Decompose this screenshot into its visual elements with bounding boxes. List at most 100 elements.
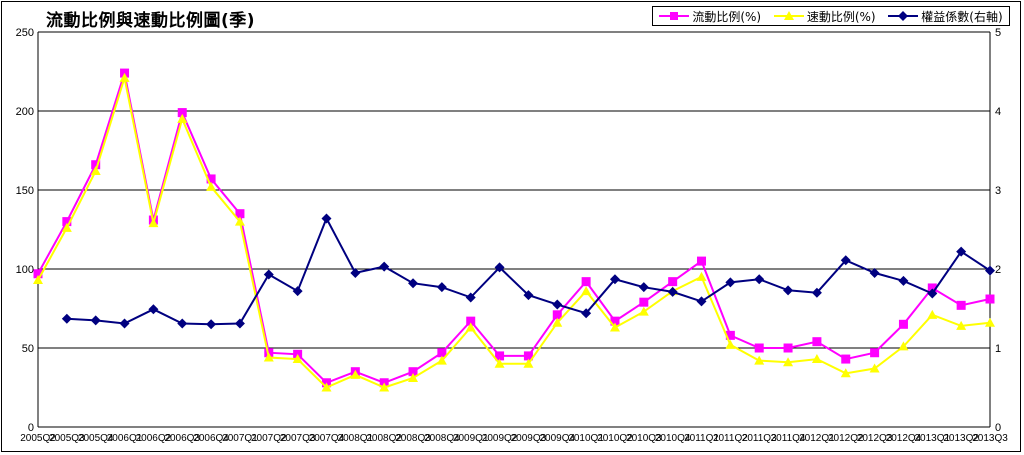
data-point-triangle bbox=[898, 341, 909, 351]
x-tick-label: 2008Q2 bbox=[366, 433, 402, 444]
data-point-diamond bbox=[696, 296, 707, 307]
legend-item-current-ratio: 流動比例(%) bbox=[659, 8, 761, 25]
x-tick-label: 2007Q3 bbox=[280, 433, 316, 444]
data-point-diamond bbox=[148, 304, 159, 315]
data-point-triangle bbox=[148, 218, 159, 228]
data-point-triangle bbox=[61, 222, 72, 232]
legend-swatch-quick-ratio bbox=[773, 11, 804, 20]
data-point-diamond bbox=[609, 274, 620, 285]
x-tick-label: 2006Q4 bbox=[193, 433, 229, 444]
data-point-diamond bbox=[379, 261, 390, 272]
legend-swatch-equity-multiplier bbox=[888, 11, 919, 21]
x-tick-label: 2012Q1 bbox=[799, 433, 835, 444]
x-tick-label: 2012Q3 bbox=[857, 433, 893, 444]
data-point-triangle bbox=[33, 275, 43, 285]
x-tick-label: 2009Q1 bbox=[453, 433, 489, 444]
y-tick-label-left: 0 bbox=[28, 422, 34, 434]
x-tick-label: 2010Q3 bbox=[626, 433, 662, 444]
x-tick-label: 2011Q3 bbox=[742, 433, 777, 444]
data-point-square bbox=[523, 351, 533, 361]
y-tick-label-left: 250 bbox=[16, 27, 34, 39]
x-tick-label: 2006Q1 bbox=[107, 433, 143, 444]
legend-label-quick-ratio: 速動比例(%) bbox=[806, 9, 876, 24]
data-point-triangle bbox=[523, 358, 534, 368]
data-point-square bbox=[927, 283, 937, 293]
data-point-square bbox=[581, 277, 591, 287]
data-point-triangle bbox=[638, 306, 649, 316]
data-point-diamond bbox=[206, 319, 217, 330]
data-point-square bbox=[985, 294, 995, 304]
data-point-square bbox=[466, 316, 476, 326]
data-point-square bbox=[408, 367, 418, 377]
y-tick-label-left: 150 bbox=[16, 185, 34, 197]
data-point-square bbox=[610, 316, 620, 326]
x-tick-label: 2007Q2 bbox=[251, 433, 287, 444]
data-point-triangle bbox=[90, 166, 101, 176]
data-point-diamond bbox=[783, 285, 794, 296]
x-tick-label: 2010Q2 bbox=[597, 433, 633, 444]
x-tick-label: 2005Q3 bbox=[49, 433, 85, 444]
y-tick-label-right: 5 bbox=[995, 27, 1001, 39]
series-line-1 bbox=[37, 77, 991, 389]
data-point-square bbox=[206, 174, 216, 184]
x-tick-label: 2005Q2 bbox=[20, 433, 56, 444]
data-point-triangle bbox=[725, 339, 736, 349]
chart-title: 流動比例與速動比例圖(季) bbox=[46, 11, 256, 31]
legend-label-current-ratio: 流動比例(%) bbox=[692, 9, 762, 24]
data-point-diamond bbox=[869, 267, 880, 278]
data-point-diamond bbox=[638, 282, 649, 293]
y-tick-label-left: 100 bbox=[16, 264, 34, 276]
x-tick-label: 2005Q4 bbox=[78, 433, 114, 444]
x-tick-label: 2012Q4 bbox=[886, 433, 922, 444]
data-point-diamond bbox=[552, 299, 563, 310]
data-point-diamond bbox=[667, 286, 678, 297]
x-tick-label: 2011Q1 bbox=[684, 433, 719, 444]
data-point-square bbox=[898, 319, 908, 329]
chart-legend: 流動比例(%) 速動比例(%) 權益係數(右軸) bbox=[652, 6, 1010, 26]
legend-label-equity-multiplier: 權益係數(右軸) bbox=[921, 9, 1003, 24]
data-point-square bbox=[697, 256, 707, 266]
series-line-0 bbox=[37, 72, 991, 384]
data-point-triangle bbox=[840, 368, 851, 378]
data-point-square bbox=[754, 343, 764, 353]
data-point-triangle bbox=[177, 113, 188, 123]
x-tick-label: 2009Q3 bbox=[511, 433, 547, 444]
data-point-square bbox=[552, 310, 562, 320]
y-tick-label-right: 1 bbox=[995, 343, 1001, 355]
x-tick-label: 2006Q2 bbox=[136, 433, 172, 444]
data-point-diamond bbox=[956, 246, 967, 257]
data-point-triangle bbox=[811, 354, 822, 364]
data-point-diamond bbox=[263, 269, 274, 280]
x-tick-label: 2012Q2 bbox=[828, 433, 864, 444]
y-tick-label-right: 0 bbox=[995, 422, 1001, 434]
data-point-diamond bbox=[927, 288, 938, 299]
data-point-triangle bbox=[494, 358, 505, 368]
data-point-diamond bbox=[985, 265, 995, 276]
data-point-square bbox=[783, 343, 793, 353]
data-point-diamond bbox=[350, 267, 361, 278]
data-point-triangle bbox=[552, 317, 563, 327]
data-point-triangle bbox=[408, 373, 419, 383]
data-point-diamond bbox=[61, 313, 72, 324]
data-point-square bbox=[956, 300, 966, 310]
y-tick-label-right: 4 bbox=[995, 106, 1001, 118]
data-point-triangle bbox=[436, 355, 447, 365]
data-point-diamond bbox=[754, 274, 765, 285]
data-point-diamond bbox=[436, 282, 447, 293]
data-point-triangle bbox=[581, 286, 592, 296]
data-point-square bbox=[437, 348, 447, 358]
data-point-diamond bbox=[898, 275, 909, 286]
data-point-triangle bbox=[783, 357, 794, 367]
data-point-triangle bbox=[869, 363, 880, 373]
data-point-square bbox=[870, 348, 880, 358]
x-tick-label: 2008Q4 bbox=[424, 433, 460, 444]
legend-item-quick-ratio: 速動比例(%) bbox=[773, 8, 876, 25]
data-point-square bbox=[639, 297, 649, 307]
data-point-diamond bbox=[321, 213, 332, 224]
x-tick-label: 2010Q4 bbox=[655, 433, 691, 444]
data-point-square bbox=[725, 330, 735, 340]
data-point-triangle bbox=[609, 322, 620, 332]
data-point-triangle bbox=[696, 271, 707, 281]
data-point-triangle bbox=[234, 216, 245, 226]
